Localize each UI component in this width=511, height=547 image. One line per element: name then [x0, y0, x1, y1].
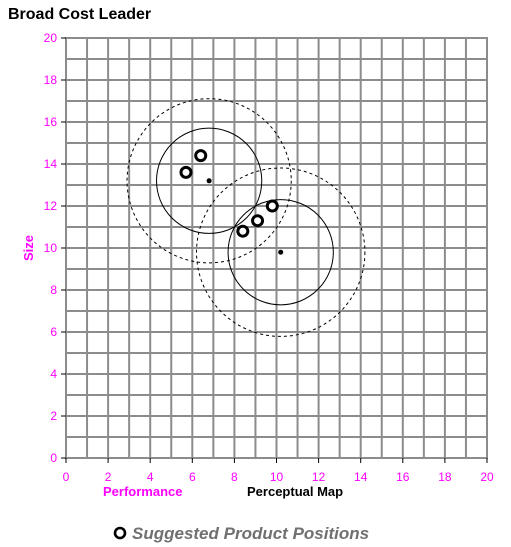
- product-points: [179, 149, 284, 255]
- x-tick-label: 14: [354, 470, 368, 484]
- chart-title: Broad Cost Leader: [8, 6, 151, 23]
- x-tick-label: 0: [63, 470, 70, 484]
- segment-inner-circle: [227, 199, 334, 306]
- y-tick-label: 18: [44, 73, 58, 87]
- segment-ideal-spot: [278, 249, 284, 255]
- x-tick-label: 12: [312, 470, 326, 484]
- x-tick-label: 20: [480, 470, 494, 484]
- y-tick-label: 10: [44, 241, 58, 255]
- y-axis-ticks: 0 2 4 6 8 10 12 14 16 18 20: [44, 31, 66, 465]
- x-tick-label: 6: [189, 470, 196, 484]
- y-tick-label: 14: [44, 157, 58, 171]
- segment-ideal-spot: [206, 178, 212, 184]
- y-axis-label: Size: [21, 235, 36, 261]
- suggested-product-point: [265, 199, 279, 213]
- legend-label: Suggested Product Positions: [132, 524, 369, 543]
- legend-marker-icon: [113, 526, 127, 540]
- x-axis-ticks: 0 2 4 6 8 10 12 14 16 18 20: [63, 458, 494, 484]
- x-tick-label: 10: [270, 470, 284, 484]
- y-tick-label: 8: [50, 283, 57, 297]
- suggested-product-point: [194, 149, 208, 163]
- x-tick-label: 18: [438, 470, 452, 484]
- perceptual-map-label: Perceptual Map: [247, 484, 343, 499]
- segment-outer-circle: [196, 167, 366, 337]
- suggested-product-point: [251, 214, 265, 228]
- y-tick-label: 4: [50, 367, 57, 381]
- segment-inner-circle: [156, 127, 263, 234]
- suggested-product-point: [236, 224, 250, 238]
- y-tick-label: 20: [44, 31, 58, 45]
- x-tick-label: 2: [105, 470, 112, 484]
- y-tick-label: 0: [50, 451, 57, 465]
- x-tick-label: 8: [231, 470, 238, 484]
- x-tick-label: 16: [396, 470, 410, 484]
- chart-grid: [65, 37, 488, 459]
- y-tick-label: 12: [44, 199, 58, 213]
- y-tick-label: 16: [44, 115, 58, 129]
- segment-circles: [126, 98, 366, 337]
- x-axis-label: Performance: [103, 484, 182, 499]
- y-tick-label: 6: [50, 325, 57, 339]
- segment-outer-circle: [126, 98, 292, 264]
- suggested-product-point: [179, 165, 193, 179]
- x-tick-label: 4: [147, 470, 154, 484]
- y-tick-label: 2: [50, 409, 57, 423]
